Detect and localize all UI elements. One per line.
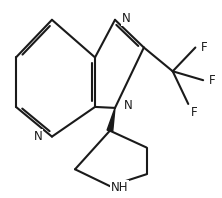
Text: F: F (190, 106, 197, 119)
Text: F: F (201, 41, 208, 54)
Text: N: N (122, 12, 131, 25)
Text: NH: NH (111, 181, 129, 194)
Text: F: F (209, 74, 216, 87)
Polygon shape (107, 108, 115, 131)
Text: N: N (123, 99, 132, 112)
Text: N: N (34, 130, 43, 143)
